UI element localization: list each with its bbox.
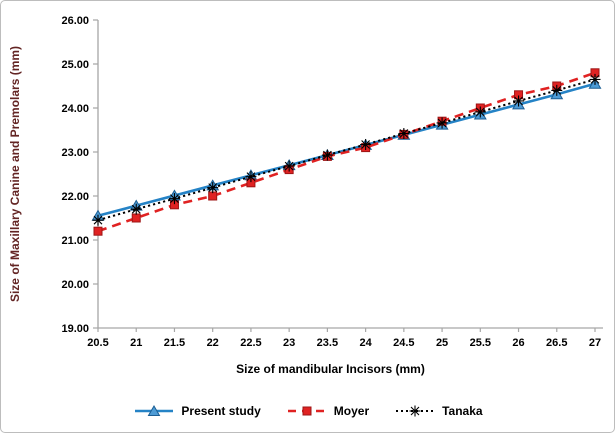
- y-tick-label: 24.00: [61, 103, 89, 115]
- y-tick-label: 20.00: [61, 279, 89, 291]
- series-line-1: [97, 71, 596, 233]
- marker-asterisk: [551, 84, 563, 96]
- x-tick-label: 23: [283, 337, 295, 349]
- marker-asterisk: [168, 193, 180, 205]
- x-tick-label: 24: [359, 337, 372, 349]
- marker-asterisk: [130, 203, 142, 215]
- x-axis-title: Size of mandibular Incisors (mm): [236, 362, 425, 376]
- x-tick-label: 21: [130, 337, 142, 349]
- legend-label-moyer: Moyer: [333, 404, 370, 418]
- marker-asterisk: [207, 182, 219, 194]
- marker-square: [93, 226, 103, 236]
- legend-label-tanaka: Tanaka: [442, 404, 483, 418]
- x-tick-label: 23.5: [317, 337, 338, 349]
- marker-asterisk: [360, 139, 372, 151]
- x-tick-label: 26.5: [546, 337, 567, 349]
- y-tick-label: 23.00: [61, 147, 89, 159]
- legend-item-present-study: Present study: [134, 404, 261, 418]
- x-tick-label: 25.5: [470, 337, 491, 349]
- y-tick-label: 21.00: [61, 235, 89, 247]
- marker-asterisk: [513, 95, 525, 107]
- y-tick-label: 25.00: [61, 59, 89, 71]
- chart-svg: 19.00 20.00 21.00 22.00 23.00 24.00 25.00 26.00…: [8, 15, 603, 376]
- legend-item-moyer: Moyer: [287, 404, 369, 418]
- marker-asterisk: [245, 171, 257, 183]
- legend-glyph-tanaka-icon: [396, 405, 435, 417]
- marker-asterisk: [589, 73, 601, 85]
- marker-square: [131, 213, 141, 223]
- legend-glyph-moyer-icon: [287, 406, 326, 416]
- x-tick-label: 20.5: [87, 337, 108, 349]
- x-tick-label: 24.5: [393, 337, 414, 349]
- marker-asterisk: [283, 160, 295, 172]
- y-tick-label: 22.00: [61, 191, 89, 203]
- y-tick-label: 19.00: [61, 323, 89, 335]
- y-axis-title: Size of Maxillary Canine and Premolars (…: [8, 46, 22, 302]
- legend-glyph-present-study-icon: [135, 405, 174, 416]
- marker-asterisk: [436, 117, 448, 129]
- marker-asterisk: [321, 149, 333, 161]
- x-tick-label: 25: [436, 337, 448, 349]
- legend-label-present-study: Present study: [181, 404, 261, 418]
- y-tick-label: 26.00: [61, 15, 89, 27]
- chart-legend: Present study Moyer Tanaka: [1, 395, 614, 427]
- legend-item-tanaka: Tanaka: [395, 404, 483, 418]
- x-tick-label: 27: [589, 337, 601, 349]
- x-tick-label: 26: [512, 337, 524, 349]
- marker-asterisk: [398, 128, 410, 140]
- x-tick-label: 22: [207, 337, 219, 349]
- x-tick-label: 21.5: [164, 337, 185, 349]
- line-chart-plot: 19.00 20.00 21.00 22.00 23.00 24.00 25.00 26.00…: [1, 1, 614, 395]
- series-line-0: [97, 82, 596, 218]
- x-tick-label: 22.5: [240, 337, 261, 349]
- marker-asterisk: [474, 106, 486, 118]
- marker-square: [208, 191, 218, 201]
- marker-asterisk: [92, 214, 104, 226]
